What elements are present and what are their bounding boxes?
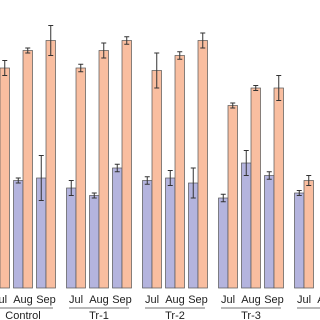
bar bbox=[89, 195, 100, 289]
bar bbox=[45, 40, 56, 289]
bar bbox=[174, 55, 185, 289]
x-tick-label: Jul bbox=[297, 294, 311, 306]
error-bar bbox=[266, 171, 272, 180]
error-bar bbox=[154, 52, 160, 89]
error-bar bbox=[91, 192, 97, 199]
error-bar bbox=[124, 36, 130, 45]
bar bbox=[241, 162, 252, 289]
error-bar bbox=[167, 170, 173, 186]
bar bbox=[98, 50, 109, 289]
error-bar bbox=[296, 190, 302, 196]
error-bar bbox=[243, 150, 249, 176]
error-bar bbox=[25, 47, 31, 54]
error-bar bbox=[101, 42, 107, 59]
bar bbox=[197, 40, 208, 289]
error-bar bbox=[68, 180, 74, 196]
bar bbox=[250, 87, 261, 289]
x-tick-label: Aug bbox=[13, 294, 33, 306]
bar bbox=[165, 177, 176, 289]
error-bar bbox=[200, 32, 206, 49]
bar bbox=[22, 50, 33, 289]
bar bbox=[121, 40, 132, 289]
group-label: Tr-2 bbox=[165, 310, 185, 320]
bar bbox=[151, 70, 162, 289]
bar bbox=[264, 175, 275, 289]
bar bbox=[142, 180, 153, 289]
bar bbox=[273, 87, 284, 289]
x-tick-label: Jul bbox=[221, 294, 235, 306]
bar bbox=[227, 105, 238, 289]
error-bar bbox=[15, 177, 21, 184]
x-tick-label: Sep bbox=[188, 294, 208, 306]
error-bar bbox=[230, 102, 236, 109]
bar bbox=[66, 187, 77, 289]
bar bbox=[75, 67, 86, 289]
error-bar bbox=[177, 51, 183, 60]
x-tick-label: Aug bbox=[241, 294, 261, 306]
bar bbox=[303, 180, 314, 289]
error-bar bbox=[276, 75, 282, 101]
bar bbox=[13, 180, 24, 289]
bar bbox=[294, 192, 305, 289]
x-tick-label: Jul bbox=[0, 294, 7, 306]
x-tick-label: Sep bbox=[112, 294, 132, 306]
error-bar bbox=[190, 167, 196, 199]
error-bar bbox=[253, 85, 259, 91]
x-tick-label: Sep bbox=[36, 294, 56, 306]
bar bbox=[0, 67, 10, 289]
x-tick-label: Jul bbox=[145, 294, 159, 306]
x-tick-label: Aug bbox=[89, 294, 109, 306]
x-tick-label: Aug bbox=[317, 294, 320, 306]
error-bar bbox=[220, 193, 226, 203]
error-bar bbox=[306, 175, 312, 186]
bar bbox=[112, 167, 123, 289]
error-bar bbox=[144, 176, 150, 185]
bar bbox=[218, 197, 229, 289]
error-bar bbox=[48, 25, 54, 56]
x-tick-label: Sep bbox=[264, 294, 284, 306]
error-bar bbox=[78, 63, 84, 73]
error-bar bbox=[114, 163, 120, 173]
bar bbox=[188, 182, 199, 289]
x-tick-label: Jul bbox=[69, 294, 83, 306]
x-tick-label: Aug bbox=[165, 294, 185, 306]
group-label: Tr-1 bbox=[89, 310, 109, 320]
error-bar bbox=[38, 155, 44, 201]
error-bar bbox=[2, 60, 8, 76]
group-label: Tr-3 bbox=[241, 310, 261, 320]
group-label: Control bbox=[5, 310, 40, 320]
